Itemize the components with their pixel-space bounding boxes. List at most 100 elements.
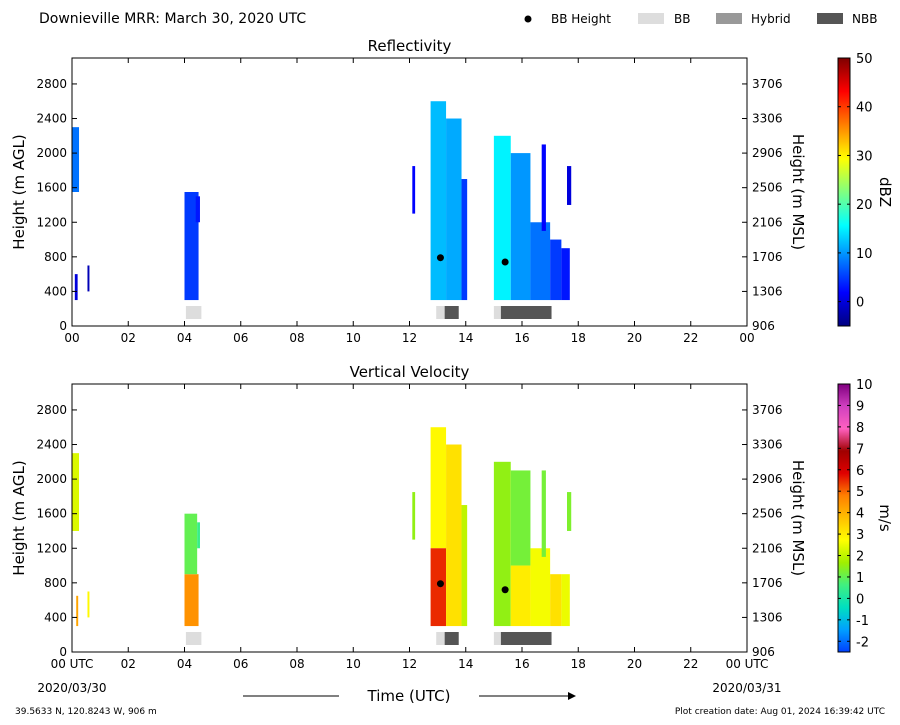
y-right-tick-label: 2506 [752,507,783,521]
x-axis-label: Time (UTC) [367,687,451,705]
y-right-axis-label: Height (m MSL) [789,460,807,576]
colorbar-tick-label: -1 [856,614,869,629]
colorbar-tick-label: 3 [856,528,864,543]
x-tick-label: 08 [289,331,304,345]
echo-cell [510,565,531,627]
y-tick-label: 2800 [36,403,67,417]
legend-nbb-swatch [817,13,843,24]
colorbar-tick-label: -2 [856,635,869,650]
colorbar-tick-label: 7 [856,442,864,457]
bright-band-bar [500,306,552,319]
plot-area [72,384,747,652]
y-right-tick-label: 3706 [752,77,783,91]
x-tick-label: 00 UTC [726,657,769,671]
echo-cell [541,470,546,557]
echo-cell [412,492,416,540]
colorbar-tick-label: 10 [856,247,873,262]
echo-cell [446,444,462,627]
x-date-label-end: 2020/03/31 [712,681,781,695]
bright-band-bar [500,632,552,645]
colorbar-tick-label: 0 [856,296,864,311]
y-tick-label: 2000 [36,146,67,160]
colorbar-tick-label: 0 [856,592,864,607]
legend-bb-swatch [638,13,664,24]
echo-cell [567,492,572,531]
x-tick-label: 16 [514,657,529,671]
y-tick-label: 1200 [36,215,67,229]
y-tick-label: 800 [44,250,67,264]
y-tick-label: 400 [44,610,67,624]
colorbar-tick-label: 5 [856,485,864,500]
y-right-tick-label: 1306 [752,284,783,298]
legend-hybrid-swatch [716,13,742,24]
x-tick-label: 20 [627,657,642,671]
colorbar-tick-label: 1 [856,571,864,586]
echo-cell [430,427,447,549]
x-tick-label: 18 [571,657,586,671]
x-tick-label: 00 [64,331,79,345]
colorbar-tick-label: 6 [856,464,864,479]
y-right-tick-label: 906 [752,645,775,659]
echo-cell [530,222,551,301]
x-tick-label: 04 [177,657,192,671]
x-tick-label: 06 [233,657,248,671]
x-tick-label: 02 [121,657,136,671]
time-axis-footer: Time (UTC) [243,687,576,705]
echo-cell [184,513,198,575]
plot-creation-note: Plot creation date: Aug 01, 2024 16:39:4… [675,707,885,717]
y-tick-label: 0 [59,319,67,333]
echo-cell [510,470,531,566]
y-right-tick-label: 2906 [752,146,783,160]
y-tick-label: 2000 [36,472,67,486]
x-tick-label: 00 UTC [51,657,94,671]
echo-cell [446,118,462,301]
colorbar-tick-label: 20 [856,198,873,213]
x-tick-label: 02 [121,331,136,345]
colorbar-tick-label: 30 [856,149,873,164]
bb-height-point [436,254,444,262]
bright-band-bar [493,632,501,645]
echo-cell [561,574,570,627]
x-tick-label: 14 [458,657,473,671]
bright-band-bar [185,306,202,319]
y-tick-label: 2800 [36,77,67,91]
y-tick-label: 1600 [36,181,67,195]
x-tick-label: 16 [514,331,529,345]
echo-cell [541,144,546,231]
colorbar-tick-label: 50 [856,52,873,67]
bright-band-bar [185,632,202,645]
y-axis-label: Height (m AGL) [10,134,28,249]
bb-height-point [501,586,509,594]
echo-cell [76,595,79,627]
y-right-tick-label: 3706 [752,403,783,417]
bright-band-bar [436,632,445,645]
y-axis-label: Height (m AGL) [10,460,28,575]
echo-cell [561,248,570,301]
legend-nbb-label: NBB [852,12,877,26]
time-arrow-head [568,692,576,700]
plot-area [72,58,747,326]
site-location-note: 39.5633 N, 120.8243 W, 906 m [15,707,157,717]
x-tick-label: 08 [289,657,304,671]
colorbar-tick-label: 8 [856,421,864,436]
legend-hybrid-label: Hybrid [751,12,791,26]
legend-bb-label: BB [674,12,690,26]
x-tick-label: 22 [683,657,698,671]
echo-cell [493,135,511,301]
x-tick-label: 04 [177,331,192,345]
y-tick-label: 2400 [36,438,67,452]
y-right-tick-label: 2106 [752,541,783,555]
bright-band-bar [444,632,459,645]
colorbar [837,383,851,653]
y-right-tick-label: 906 [752,319,775,333]
x-tick-label: 10 [346,331,361,345]
x-tick-label: 12 [402,657,417,671]
y-right-tick-label: 1306 [752,610,783,624]
colorbar-tick-label: 9 [856,399,864,414]
colorbar-tick-label: 2 [856,550,864,565]
echo-cell [197,522,200,549]
bright-band-bar [493,306,501,319]
